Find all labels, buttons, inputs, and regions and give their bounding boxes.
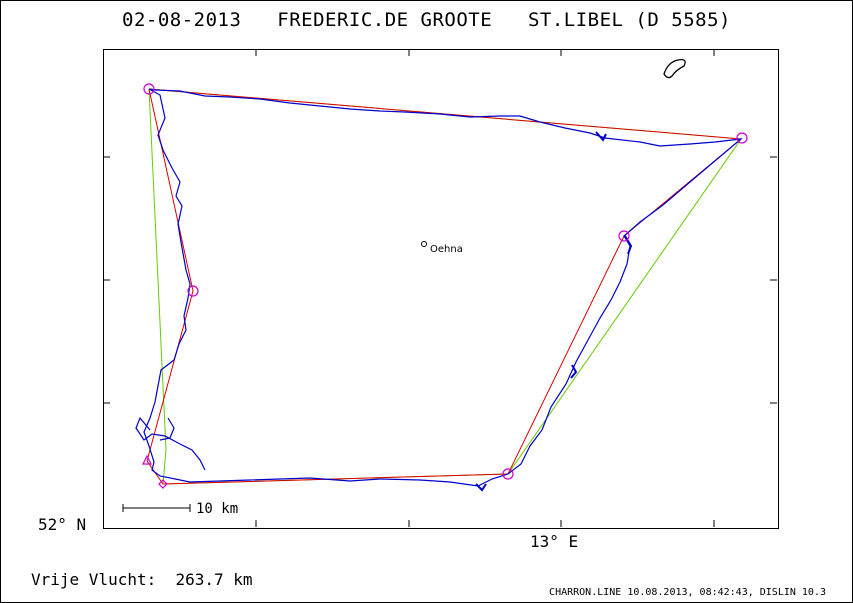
turnpoint-marker: [187, 285, 199, 297]
flight-date: 02-08-2013: [122, 9, 242, 31]
longitude-axis-label: 13° E: [530, 532, 579, 551]
turnpoint-marker: [502, 468, 514, 480]
gps-track-line: [143, 88, 743, 487]
town-marker: [421, 241, 427, 247]
optimized-route-line: [148, 88, 742, 485]
turnpoint-marker: [736, 132, 748, 144]
turnpoints: [142, 83, 748, 489]
gps-track-thermal: [570, 364, 578, 379]
footer-info: CHARRON.LINE 10.08.2013, 08:42:43, DISLI…: [549, 587, 826, 598]
pilot-name: FREDERIC.DE GROOTE: [277, 9, 493, 31]
scale-bar: [122, 504, 191, 512]
free-flight-distance: Vrije Vlucht: 263.7 km: [31, 570, 253, 589]
finish-marker: [158, 479, 168, 489]
axis-ticks: [103, 49, 777, 527]
flight-title: 02-08-2013 FREDERIC.DE GROOTE ST.LIBEL (…: [0, 9, 853, 31]
latitude-axis-label: 52° N: [38, 515, 87, 534]
turnpoint-marker: [143, 83, 155, 95]
glider-name: ST.LIBEL (D 5585): [527, 9, 731, 31]
task-route-line: [146, 88, 743, 485]
gps-track-detour: [159, 417, 175, 441]
town-label: Oehna: [430, 244, 463, 255]
gps-track-thermal: [475, 483, 487, 492]
map-plot-area: [103, 49, 779, 529]
gps-track-loops: [135, 416, 206, 471]
turnpoint-marker: [618, 230, 630, 242]
scale-bar-label: 10 km: [196, 501, 238, 517]
distance-label-text: Vrije Vlucht:: [31, 570, 157, 589]
gps-track-thermal: [595, 131, 607, 142]
start-marker: [142, 454, 152, 465]
distance-value: 263.7 km: [175, 570, 253, 589]
lake-outline: [663, 58, 686, 79]
